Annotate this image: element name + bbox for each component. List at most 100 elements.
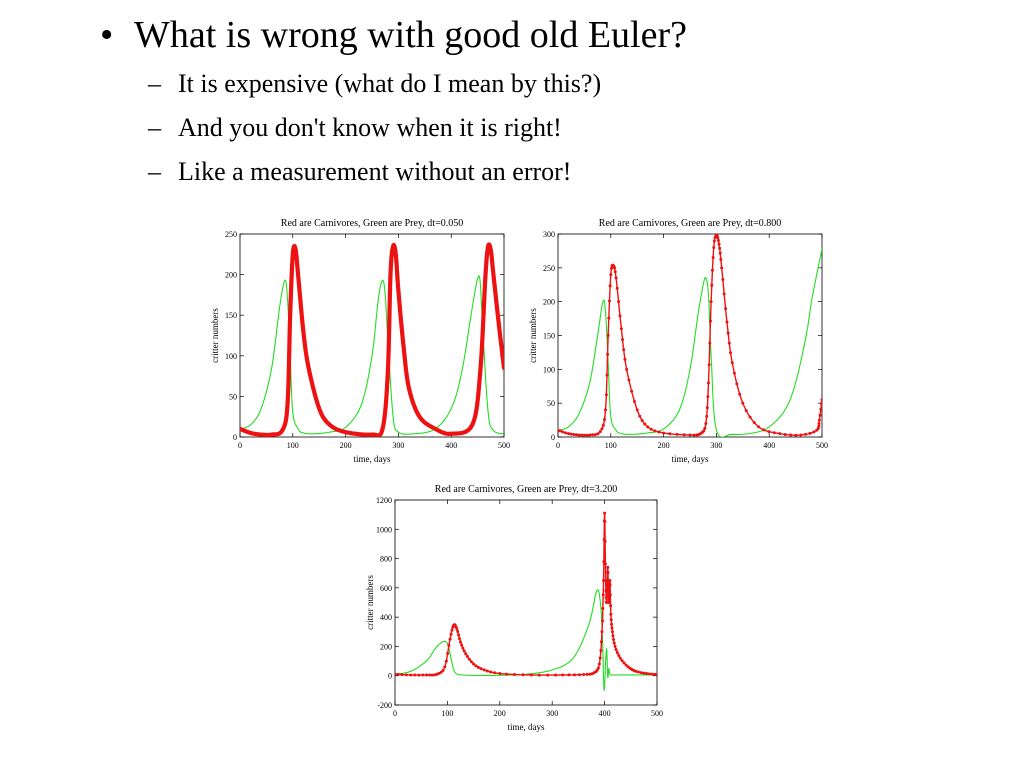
- carnivores-point: [657, 430, 661, 434]
- carnivores-point: [604, 579, 608, 583]
- carnivores-point: [558, 429, 562, 433]
- carnivores-point: [717, 242, 721, 246]
- x-axis-label: time, days: [508, 722, 545, 732]
- carnivores-point: [457, 633, 461, 637]
- carnivores-point: [702, 429, 706, 433]
- carnivores-point: [585, 433, 589, 437]
- x-tick-label: 100: [605, 441, 617, 450]
- sub-bullet: – Like a measurement without an error!: [96, 150, 996, 194]
- carnivores-point: [607, 316, 611, 320]
- x-axis-label: time, days: [354, 454, 391, 464]
- y-tick-label: 100: [543, 365, 555, 374]
- carnivores-point: [619, 327, 623, 331]
- carnivores-point: [604, 393, 608, 397]
- carnivores-point: [614, 648, 618, 652]
- carnivores-point: [705, 414, 709, 418]
- carnivores-point: [703, 426, 707, 430]
- carnivores-point: [602, 560, 606, 564]
- carnivores-point: [725, 320, 729, 324]
- carnivores-point: [819, 407, 822, 411]
- carnivores-point: [459, 640, 462, 644]
- carnivores-point: [455, 627, 459, 631]
- chart-title: Red are Carnivores, Green are Prey, dt=0…: [281, 218, 463, 229]
- carnivores-point: [461, 646, 465, 650]
- carnivores-point: [577, 673, 581, 677]
- carnivores-point: [603, 539, 607, 543]
- y-tick-label: 100: [225, 352, 237, 361]
- carnivores-point: [614, 276, 618, 280]
- carnivores-point: [604, 408, 608, 412]
- y-tick-label: 300: [543, 230, 555, 239]
- plot-frame: [239, 233, 505, 438]
- y-tick-label: 0: [233, 433, 237, 442]
- carnivores-point: [635, 408, 639, 412]
- carnivores-point: [688, 433, 692, 437]
- prey-line: [558, 248, 822, 437]
- carnivores-point: [465, 655, 469, 659]
- carnivores-point: [817, 421, 821, 425]
- carnivores-point: [609, 618, 613, 622]
- carnivores-point: [409, 673, 413, 677]
- carnivores-point: [741, 401, 745, 405]
- chart-dt-3200: Red are Carnivores, Green are Prey, dt=3…: [357, 478, 672, 740]
- carnivores-point: [602, 579, 606, 583]
- carnivores-point: [603, 511, 607, 515]
- carnivores-point: [493, 671, 497, 675]
- x-tick-label: 0: [238, 441, 242, 450]
- sub-bullet-marker: –: [148, 113, 161, 142]
- carnivores-point: [799, 433, 803, 437]
- carnivores-point: [646, 425, 650, 429]
- chart-title: Red are Carnivores, Green are Prey, dt=0…: [599, 218, 781, 229]
- carnivores-point: [395, 672, 397, 676]
- carnivores-point: [642, 671, 646, 675]
- carnivores-point: [449, 632, 453, 636]
- carnivores-point: [569, 432, 573, 436]
- chart-dt-0800: Red are Carnivores, Green are Prey, dt=0…: [526, 210, 838, 472]
- y-tick-label: 50: [229, 392, 237, 401]
- sub-bullet-text: Like a measurement without an error!: [178, 157, 572, 186]
- carnivores-point: [716, 238, 720, 242]
- carnivores-point: [457, 637, 461, 641]
- carnivores-point: [710, 283, 714, 287]
- carnivores-point: [572, 433, 576, 436]
- carnivores-point: [710, 268, 714, 272]
- carnivores-point: [738, 392, 742, 396]
- carnivores-point: [396, 672, 400, 676]
- carnivores-point: [476, 665, 480, 669]
- carnivores-point: [638, 414, 642, 418]
- carnivores-point: [643, 422, 647, 426]
- carnivores-point: [724, 307, 728, 311]
- carnivores-point: [585, 672, 589, 676]
- carnivores-point: [627, 378, 631, 382]
- bullet-marker: •: [100, 14, 114, 56]
- carnivores-point: [567, 673, 571, 677]
- carnivores-point: [606, 565, 610, 569]
- carnivores-point: [498, 672, 502, 676]
- carnivores-point: [603, 562, 607, 566]
- carnivores-point: [577, 433, 581, 437]
- carnivores-point: [716, 236, 720, 240]
- sub-bullet-marker: –: [148, 69, 161, 98]
- carnivores-point: [606, 352, 610, 356]
- main-bullet: • What is wrong with good old Euler?: [96, 8, 996, 62]
- carnivores-point: [588, 433, 592, 437]
- carnivores-point: [605, 601, 609, 604]
- y-axis-label: critter numbers: [365, 575, 375, 630]
- carnivores-point: [634, 669, 638, 673]
- carnivores-point: [647, 672, 651, 676]
- x-tick-label: 200: [340, 441, 352, 450]
- carnivores-point: [485, 669, 489, 673]
- carnivores-point: [601, 593, 605, 597]
- carnivores-point: [708, 341, 712, 345]
- x-tick-label: 100: [287, 441, 299, 450]
- carnivores-point: [778, 432, 782, 436]
- carnivores-point: [464, 652, 468, 656]
- carnivores-point: [617, 300, 621, 304]
- carnivores-point: [460, 643, 464, 647]
- carnivores-point: [606, 334, 610, 337]
- carnivores-point: [430, 673, 434, 677]
- y-axis-label: critter numbers: [210, 308, 220, 363]
- carnivores-point: [605, 373, 609, 377]
- prey-line: [395, 589, 657, 691]
- sub-bullet: – It is expensive (what do I mean by thi…: [96, 62, 996, 106]
